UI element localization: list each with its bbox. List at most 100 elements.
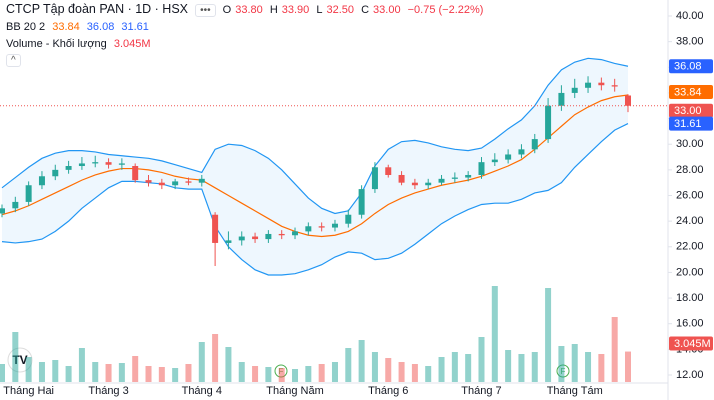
collapse-row: ^ xyxy=(6,54,25,67)
candle-body xyxy=(0,208,5,214)
y-tick-label: 30.00 xyxy=(676,138,704,150)
volume-bar xyxy=(12,332,19,382)
volume-value: 3.045M xyxy=(113,38,151,50)
candle-body xyxy=(518,149,525,155)
volume-bar xyxy=(265,367,272,382)
x-tick-label: Tháng 7 xyxy=(461,385,501,397)
volume-bar xyxy=(172,368,179,382)
x-tick-label: Tháng 4 xyxy=(182,385,222,397)
volume-bar xyxy=(478,337,485,382)
ohlc-label: O xyxy=(222,4,232,16)
volume-bar xyxy=(518,354,525,382)
candle-body xyxy=(278,233,285,236)
volume-bar xyxy=(425,366,432,382)
volume-tag: 3.045M xyxy=(674,338,711,350)
candle-body xyxy=(118,163,125,165)
change: −0.75 (−2.22%) xyxy=(407,4,484,16)
ohlc-label: H xyxy=(269,4,278,16)
volume-bar xyxy=(571,344,578,382)
candle-body xyxy=(78,163,85,167)
candle-body xyxy=(385,167,392,175)
y-tick-label: 18.00 xyxy=(676,292,704,304)
menu-button[interactable]: ••• xyxy=(195,4,216,17)
x-tick-label: Tháng 3 xyxy=(88,385,128,397)
candle-body xyxy=(212,214,219,243)
candle-body xyxy=(491,159,498,163)
candle-body xyxy=(198,178,205,183)
candle-body xyxy=(398,174,405,183)
bb-upper-tag-box xyxy=(669,59,713,74)
bb-lower-tag-box xyxy=(669,116,713,131)
candle-body xyxy=(438,178,445,183)
volume-bar xyxy=(185,364,192,382)
candle-body xyxy=(172,181,179,186)
volume-bar xyxy=(491,286,498,382)
bb-upper-line xyxy=(1,57,629,215)
volume-bar xyxy=(0,364,5,382)
ohlc-value: 33.80 xyxy=(235,4,263,16)
volume-bar xyxy=(292,369,299,382)
volume-bar xyxy=(545,288,552,382)
volume-tag-box xyxy=(669,336,713,351)
candle-body xyxy=(292,231,299,236)
bb-basis-value: 33.84 xyxy=(52,21,80,33)
volume-bar xyxy=(198,342,205,382)
candle-body xyxy=(625,95,631,106)
volume-bar xyxy=(465,354,472,382)
bb-basis-tag-box xyxy=(669,84,713,99)
volume-bar xyxy=(371,352,378,382)
candle-body xyxy=(345,214,352,224)
candle-body xyxy=(558,92,565,106)
y-tick-label: 28.00 xyxy=(676,164,704,176)
volume-bar xyxy=(105,364,112,382)
bb-legend: BB 20 2 33.84 36.08 31.61 xyxy=(6,21,153,33)
volume-bar xyxy=(505,350,512,382)
volume-bar xyxy=(558,346,565,382)
collapse-button[interactable]: ^ xyxy=(6,54,21,67)
volume-bar xyxy=(531,352,538,382)
volume-bar xyxy=(52,360,59,382)
volume-bar xyxy=(118,363,125,382)
volume-bar xyxy=(238,362,245,382)
bb-basis-line xyxy=(1,94,629,238)
volume-bar xyxy=(305,366,312,382)
volume-bar xyxy=(398,362,405,382)
candle-body xyxy=(531,139,538,150)
ohlc-label: L xyxy=(316,4,323,16)
candle-body xyxy=(611,85,618,87)
candle-body xyxy=(185,181,192,183)
candle-body xyxy=(585,82,592,88)
bb-upper-value: 36.08 xyxy=(86,21,115,33)
bb-lower-line xyxy=(1,123,629,276)
bb-basis-tag: 33.84 xyxy=(674,86,702,98)
x-tick-label: Tháng 6 xyxy=(368,385,408,397)
bb-fill xyxy=(2,58,628,275)
volume-bar xyxy=(92,362,99,382)
volume-legend: Volume - Khối lượng 3.045M xyxy=(6,38,155,50)
candle-body xyxy=(252,236,259,240)
volume-name: Volume - Khối lượng xyxy=(6,38,107,50)
volume-bar xyxy=(65,366,72,382)
candle-body xyxy=(358,189,365,215)
volume-bar xyxy=(158,367,165,382)
volume-bar xyxy=(78,348,85,382)
header-row: CTCP Tập đoàn PAN · 1D · HSX ••• O 33.80 … xyxy=(6,2,487,17)
candle-body xyxy=(38,176,45,186)
volume-bar xyxy=(598,354,605,382)
candle-body xyxy=(158,182,165,186)
candle-body xyxy=(505,154,512,160)
candle-body xyxy=(65,166,72,170)
y-tick-label: 16.00 xyxy=(676,318,704,330)
volume-bar xyxy=(145,366,152,382)
last-price-tag-box xyxy=(669,103,713,118)
candle-body xyxy=(478,162,485,175)
bb-name: BB 20 2 xyxy=(6,21,46,33)
ohlc-label: C xyxy=(361,4,370,16)
ohlc-value: 33.90 xyxy=(281,4,310,16)
x-tick-label: Tháng Năm xyxy=(266,385,323,397)
candle-body xyxy=(305,226,312,232)
volume-bar xyxy=(132,356,139,382)
y-tick-label: 38.00 xyxy=(676,36,704,48)
